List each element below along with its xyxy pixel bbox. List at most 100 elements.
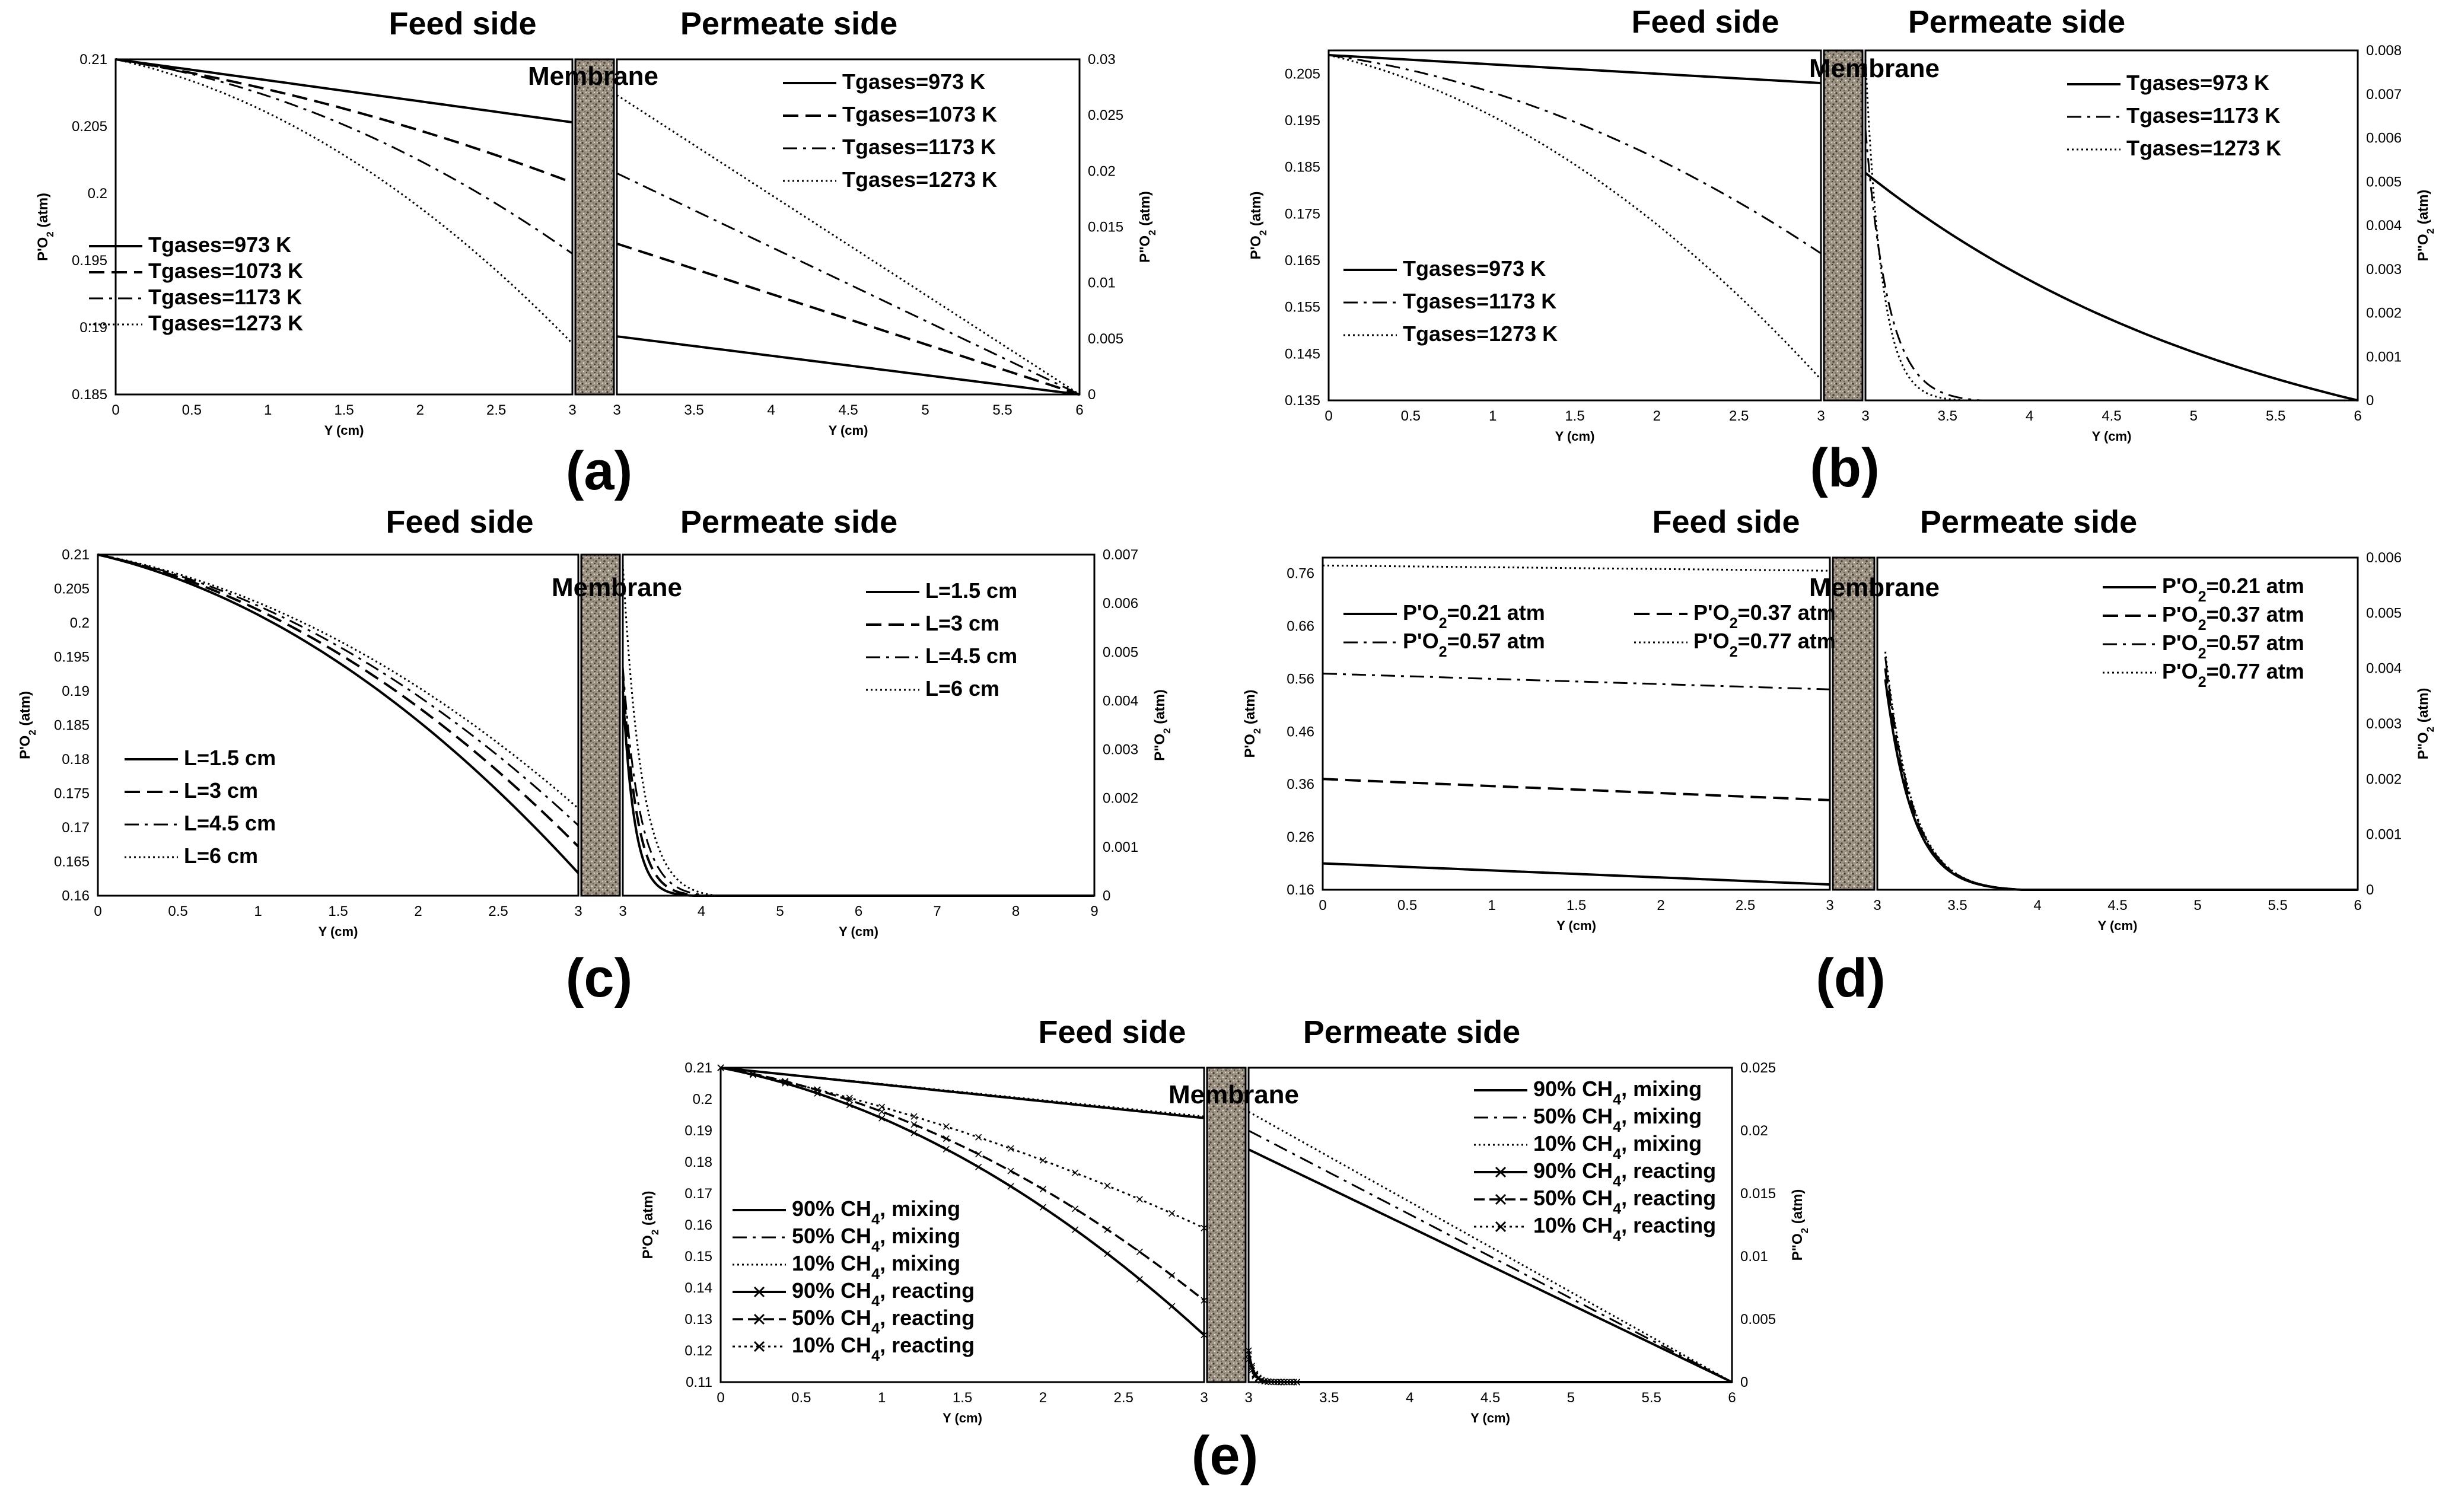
perm-legend: Tgases=973 K Tgases=1173 K Tgases=1273 K bbox=[2067, 71, 2281, 160]
feed-xtick-label: 0 bbox=[1319, 897, 1326, 913]
feed-series-line-marker bbox=[878, 1103, 886, 1110]
perm-legend-sample-marker bbox=[1495, 1166, 1507, 1178]
perm-xtick-label: 4.5 bbox=[838, 402, 858, 418]
perm-series-line-marker bbox=[1271, 1379, 1278, 1386]
feed-series-line bbox=[97, 553, 580, 848]
perm-yaxis-label: P"O2 (atm) bbox=[1152, 689, 1173, 761]
perm-legend-entry: L=6 cm bbox=[925, 676, 999, 701]
feed-series-line-marker bbox=[943, 1123, 950, 1130]
feed-xtick-label: 2.5 bbox=[1113, 1390, 1133, 1406]
perm-xtick-label: 4.5 bbox=[1480, 1390, 1500, 1406]
feed-ytick-label: 0.18 bbox=[62, 752, 90, 768]
feed-ytick-label: 0.16 bbox=[684, 1217, 712, 1233]
membrane-label: Membrane bbox=[552, 573, 682, 602]
feed-series-line-marker bbox=[1136, 1196, 1143, 1203]
feed-series-line-marker bbox=[975, 1163, 982, 1170]
feed-series-line bbox=[115, 58, 573, 124]
perm-xaxis-label: Y (cm) bbox=[839, 924, 878, 939]
perm-ytick-label: 0.006 bbox=[1103, 596, 1138, 612]
panel-a: Feed side Permeate side (a) 0.185 0.19 0.195 0… bbox=[35, 6, 1158, 501]
feed-ytick-label: 0.205 bbox=[72, 119, 107, 135]
perm-legend-entry: 90% CH4, reacting bbox=[1533, 1158, 1716, 1190]
perm-plot-frame bbox=[616, 58, 1081, 396]
perm-xtick-label: 3.5 bbox=[1938, 408, 1957, 424]
perm-xtick-label: 5.5 bbox=[2268, 897, 2287, 913]
feed-series-line-marker bbox=[1104, 1182, 1111, 1189]
feed-xtick-label: 0 bbox=[112, 402, 119, 418]
feed-series-line-marker bbox=[1201, 1224, 1208, 1231]
feed-ytick-label: 0.17 bbox=[684, 1186, 712, 1202]
perm-xtick-label: 4.5 bbox=[2102, 408, 2121, 424]
feed-series-line bbox=[115, 58, 573, 184]
perm-ytick-label: 0.006 bbox=[2366, 130, 2402, 147]
perm-series-line-marker bbox=[1255, 1376, 1262, 1383]
feed-xtick-label: 3 bbox=[1826, 897, 1833, 913]
perm-ytick-label: 0.015 bbox=[1088, 219, 1123, 235]
feed-ytick-label: 0.19 bbox=[79, 320, 107, 336]
feed-xtick-label: 2.5 bbox=[1729, 408, 1749, 424]
perm-legend-entry: L=1.5 cm bbox=[925, 578, 1017, 603]
feed-xtick-label: 0 bbox=[94, 903, 101, 919]
feed-series-line-marker bbox=[1007, 1183, 1014, 1190]
perm-xtick-label: 5 bbox=[2193, 897, 2201, 913]
feed-series-line bbox=[1322, 673, 1830, 690]
feed-legend-entry: 90% CH4, reacting bbox=[792, 1278, 975, 1310]
perm-series-line bbox=[622, 676, 1094, 897]
perm-xtick-label: 5.5 bbox=[992, 402, 1012, 418]
membrane-slab bbox=[574, 58, 615, 396]
feed-ytick-label: 0.66 bbox=[1287, 619, 1314, 635]
perm-ytick-label: 0.003 bbox=[1103, 742, 1138, 758]
feed-series-line-marker bbox=[1104, 1250, 1111, 1258]
feed-xtick-label: 2.5 bbox=[488, 903, 508, 919]
panel-label: (c) bbox=[566, 948, 632, 1008]
perm-series-line-marker bbox=[1290, 1379, 1297, 1386]
feed-xtick-label: 3 bbox=[1200, 1390, 1208, 1406]
feed-xtick-label: 2.5 bbox=[1736, 897, 1755, 913]
feed-xtick-label: 2 bbox=[1653, 408, 1661, 424]
perm-series-line-marker bbox=[1245, 1356, 1252, 1363]
feed-xtick-label: 1 bbox=[264, 402, 272, 418]
perm-series-line bbox=[1248, 1148, 1733, 1383]
feed-series-line-marker bbox=[1072, 1169, 1079, 1176]
feed-yaxis-label: P'O2 (atm) bbox=[1248, 191, 1269, 259]
perm-legend-entry: Tgases=1273 K bbox=[2126, 136, 2281, 160]
perm-xaxis-label: Y (cm) bbox=[2098, 918, 2138, 933]
perm-legend: Tgases=973 K Tgases=1073 K Tgases=1173 K Tg… bbox=[783, 69, 997, 192]
perm-ytick-label: 0.004 bbox=[2366, 218, 2402, 234]
perm-ytick-label: 0 bbox=[1088, 387, 1096, 403]
feed-series-line bbox=[115, 58, 573, 254]
perm-series-line-marker bbox=[1287, 1379, 1294, 1386]
perm-ytick-label: 0.025 bbox=[1740, 1060, 1776, 1076]
permeate-side-label: Permeate side bbox=[1303, 1014, 1520, 1050]
feed-ytick-label: 0.155 bbox=[1285, 300, 1320, 316]
feed-legend-entry: Tgases=1273 K bbox=[1403, 322, 1558, 346]
feed-legend-entry: 10% CH4, reacting bbox=[792, 1333, 975, 1364]
feed-ytick-label: 0.195 bbox=[72, 253, 107, 269]
feed-legend-sample-marker bbox=[753, 1341, 765, 1352]
feed-series-line-marker bbox=[878, 1108, 886, 1115]
feed-ytick-label: 0.16 bbox=[62, 888, 90, 904]
feed-series-line bbox=[720, 1067, 1205, 1301]
panel-label: (e) bbox=[1192, 1425, 1258, 1486]
feed-ytick-label: 0.76 bbox=[1287, 566, 1314, 582]
perm-series-line bbox=[1247, 1359, 1732, 1383]
feed-legend-entry: P'O2=0.77 atm bbox=[1693, 629, 1836, 660]
perm-legend-entry: 10% CH4, reacting bbox=[1533, 1213, 1716, 1244]
feed-ytick-label: 0.14 bbox=[684, 1280, 712, 1296]
feed-series-line-marker bbox=[975, 1134, 982, 1141]
feed-ytick-label: 0.195 bbox=[54, 650, 90, 666]
feed-series-line-marker bbox=[1201, 1297, 1208, 1304]
perm-legend-entry: 90% CH4, mixing bbox=[1533, 1077, 1702, 1108]
feed-legend-entry: Tgases=973 K bbox=[1403, 256, 1546, 281]
feed-legend-entry: P'O2=0.57 atm bbox=[1403, 629, 1545, 660]
feed-legend-entry: Tgases=973 K bbox=[148, 233, 291, 257]
feed-ytick-label: 0.19 bbox=[62, 683, 90, 699]
membrane-slab bbox=[580, 553, 621, 897]
perm-series-line bbox=[616, 94, 1080, 396]
feed-series-line-marker bbox=[943, 1135, 950, 1142]
feed-xtick-label: 2.5 bbox=[486, 402, 506, 418]
feed-legend-entry: 90% CH4, mixing bbox=[792, 1196, 960, 1228]
